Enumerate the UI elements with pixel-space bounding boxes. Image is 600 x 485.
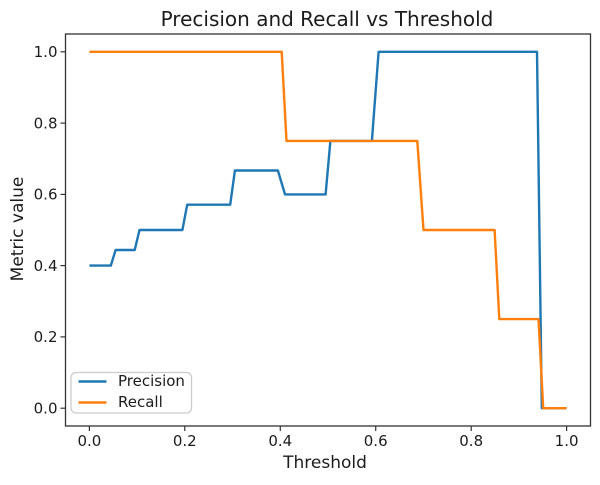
recall-line [89,50,567,410]
y-axis-label: Metric value [8,177,28,282]
x-tick-label: 0.6 [364,432,388,450]
y-tick-label: 0.6 [34,186,58,204]
x-tick-label: 0.8 [459,432,483,450]
legend-recall-label: Recall [118,393,163,411]
plot-area: 0.0 0.2 0.4 0.6 0.8 1.0 0.0 0.2 0.4 0.6 0.8 1.0 [34,33,592,450]
legend: Precision Recall [70,371,193,414]
y-tick-label: 0.2 [34,328,58,346]
plot-border [64,33,592,427]
x-axis-label: Threshold [282,453,367,473]
chart-title: Precision and Recall vs Threshold [161,7,494,31]
x-tick-label: 0.4 [268,432,292,450]
x-tick-label: 0.0 [77,432,101,450]
x-tick-label: 0.2 [173,432,197,450]
x-tick-label: 1.0 [555,432,579,450]
precision-line [89,50,567,410]
legend-precision-label: Precision [118,372,185,390]
y-tick-label: 1.0 [34,43,58,61]
y-tick-label: 0.0 [34,399,58,417]
y-tick-label: 0.8 [34,114,58,132]
y-tick-label: 0.4 [34,257,58,275]
